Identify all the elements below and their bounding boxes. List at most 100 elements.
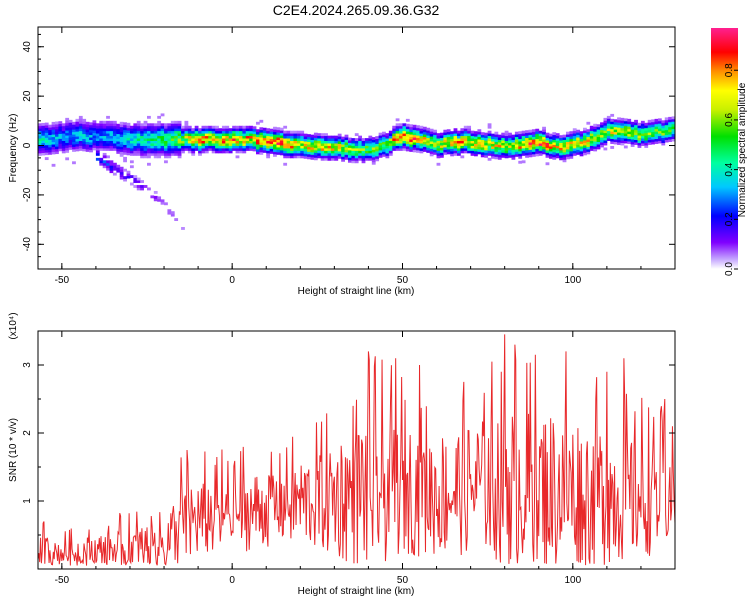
spectrogram-cell — [422, 126, 427, 130]
spectrogram-cell — [610, 128, 615, 132]
spectrogram-cell — [443, 142, 448, 145]
spectrogram-cell — [38, 150, 42, 154]
spectrogram-cell — [225, 138, 230, 141]
spectrogram-cell — [269, 128, 274, 132]
spectrogram-cell — [494, 146, 499, 150]
spectrogram-cell — [232, 135, 236, 139]
spectrogram-cell — [164, 123, 168, 127]
spectrogram-cell — [371, 142, 376, 145]
spectrogram-cell — [228, 143, 233, 146]
spectrogram-cell — [112, 148, 117, 151]
spectrogram-cell — [494, 131, 499, 135]
spectrogram-cell — [174, 218, 179, 221]
spectrogram-cell — [371, 137, 376, 140]
spectrogram-cell — [126, 122, 131, 126]
spectrogram-cell — [531, 134, 536, 138]
spectrogram-cell — [198, 148, 202, 151]
spectrogram-cell — [392, 138, 397, 141]
spectrogram-cell — [623, 135, 628, 139]
spectrogram-cell — [637, 145, 642, 148]
spectrogram-cell — [228, 130, 233, 134]
spectrogram-cell — [603, 137, 608, 141]
spectrogram-cell — [170, 211, 175, 215]
spectrogram-cell — [133, 143, 138, 146]
spectrogram-cell — [395, 128, 400, 132]
spectrogram-cell — [351, 143, 356, 146]
spectrogram-y-tick-label: 20 — [22, 90, 33, 102]
spectrogram-cell — [640, 143, 645, 146]
spectrogram-cell — [160, 143, 165, 146]
spectrogram-cell — [273, 129, 277, 133]
spectrogram-cell — [538, 143, 543, 146]
spectrogram-cell — [344, 139, 349, 143]
spectrogram-cell — [429, 150, 434, 154]
spectrogram-cell — [58, 128, 63, 132]
spectrogram-cell — [644, 122, 649, 126]
spectrogram-cell — [143, 143, 148, 146]
spectrogram-cell — [55, 151, 59, 155]
spectrogram-cell — [51, 163, 56, 167]
spectrogram-cell — [252, 138, 257, 142]
spectrogram-cell — [487, 135, 492, 139]
spectrogram-cell — [617, 119, 621, 123]
spectrogram-cell — [136, 140, 141, 144]
spectrogram-cell — [38, 133, 42, 137]
spectrogram-cell — [242, 128, 247, 132]
spectrogram-cell — [555, 152, 560, 156]
spectrogram-cell — [170, 143, 175, 146]
spectrogram-cell — [82, 131, 87, 135]
spectrogram-cell — [68, 144, 73, 148]
spectrogram-cell — [140, 180, 144, 183]
spectrogram-cell — [548, 143, 553, 147]
spectrogram-cell — [388, 148, 393, 151]
spectrogram-cell — [235, 150, 240, 154]
spectrogram-cell — [256, 136, 260, 140]
spectrogram-cell — [460, 145, 465, 149]
spectrogram-cell — [317, 152, 322, 156]
spectrogram-cell — [262, 142, 267, 146]
spectrogram-cell — [51, 139, 56, 143]
spectrogram-cell — [491, 155, 495, 159]
spectrogram-cell — [164, 145, 168, 149]
spectrogram-cell — [41, 140, 46, 144]
spectrogram-cell — [269, 136, 274, 140]
spectrogram-cell — [654, 128, 659, 132]
spectrogram-cell — [453, 138, 458, 141]
spectrogram-cell — [555, 148, 560, 151]
spectrogram-cell — [671, 133, 675, 137]
spectrogram-cell — [99, 125, 104, 129]
spectrogram-cell — [174, 133, 179, 137]
spectrogram-cell — [61, 148, 66, 151]
spectrogram-cell — [157, 138, 162, 141]
spectrogram-cell — [375, 153, 380, 157]
spectrogram-cell — [429, 141, 434, 144]
spectrogram-cell — [232, 133, 236, 137]
spectrogram-cell — [208, 125, 213, 129]
spectrogram-cell — [651, 129, 655, 133]
spectrogram-cell — [38, 145, 42, 149]
spectrogram-cell — [405, 136, 410, 140]
spectrogram-cell — [313, 154, 318, 158]
spectrogram-cell — [436, 135, 441, 139]
spectrogram-cell — [174, 138, 179, 141]
spectrogram-cell — [460, 130, 465, 134]
spectrogram-cell — [378, 137, 383, 141]
spectrogram-cell — [606, 135, 611, 139]
spectrogram-cell — [385, 138, 390, 141]
spectrogram-cell — [446, 146, 451, 150]
spectrogram-cell — [92, 140, 97, 143]
spectrogram-cell — [75, 136, 80, 140]
spectrogram-cell — [456, 133, 461, 137]
spectrogram-cell — [82, 133, 87, 137]
spectrogram-cell — [72, 134, 76, 138]
spectrogram-cell — [44, 149, 49, 153]
spectrogram-cell — [344, 147, 349, 150]
spectrogram-cell — [382, 136, 386, 140]
spectrogram-cell — [562, 151, 567, 155]
spectrogram-cell — [623, 138, 628, 141]
spectrogram-cell — [593, 148, 598, 152]
spectrogram-cell — [528, 149, 533, 153]
spectrogram-cell — [109, 128, 114, 132]
spectrogram-cell — [160, 152, 165, 156]
snr-x-label: Height of straight line (km) — [298, 586, 415, 597]
